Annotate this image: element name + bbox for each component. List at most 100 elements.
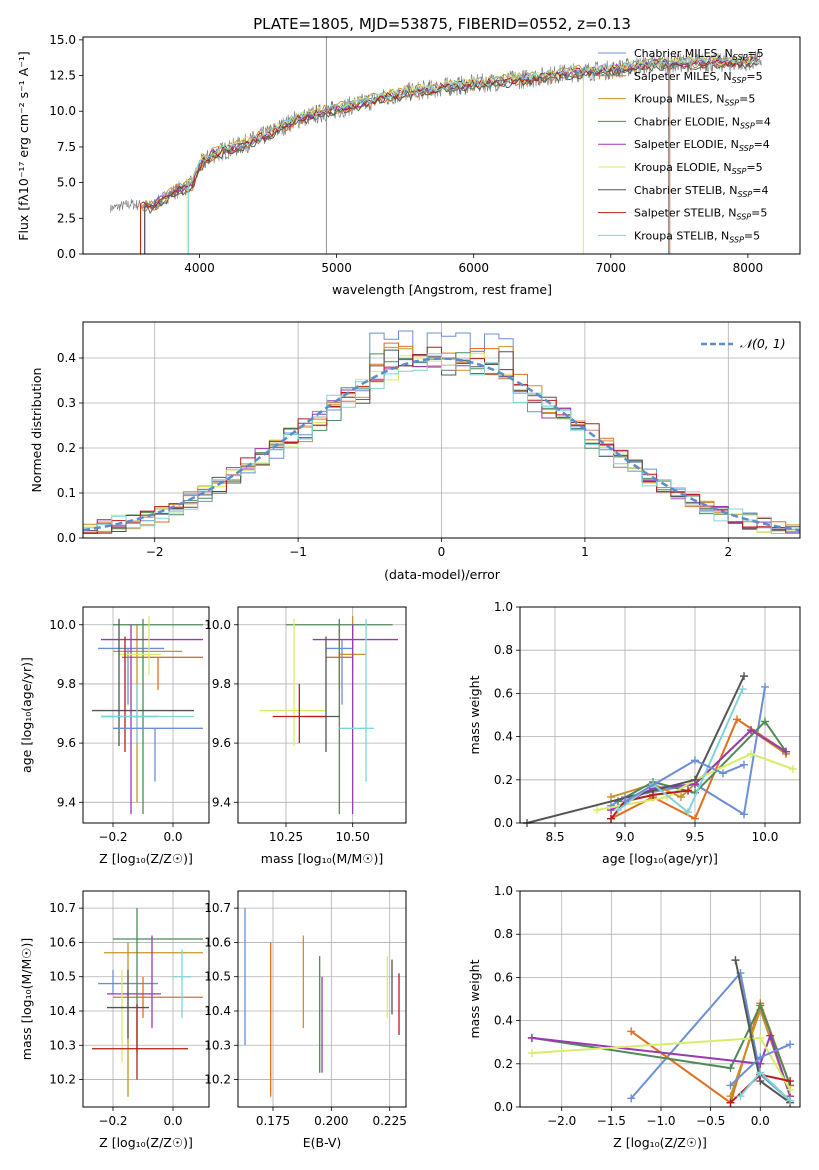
y-tick-label: 0.2 — [494, 773, 513, 787]
y-axis-label: mass [log₁₀(M/M☉)] — [19, 938, 34, 1060]
y-tick-label: 0.0 — [57, 531, 76, 545]
y-tick-label: 10.0 — [49, 618, 76, 632]
mass-weight-marker — [756, 1068, 765, 1077]
y-tick-label: 0.4 — [494, 730, 513, 744]
mass-weight-line — [531, 1032, 792, 1097]
mass-weight-marker — [736, 1092, 745, 1101]
legend-label: Kroupa STELIB, NSSP=5 — [634, 229, 760, 244]
mass-weight-marker — [747, 749, 755, 758]
axes-frame — [82, 890, 210, 1108]
mass-weight-marker — [740, 810, 748, 819]
model-spectrum-line — [144, 56, 760, 254]
y-tick-label: 9.6 — [57, 736, 76, 750]
mass-weight-marker — [607, 793, 615, 802]
mass-weight-line — [531, 1002, 792, 1086]
x-tick-label: −2 — [146, 545, 164, 559]
mass-weight-marker — [684, 786, 692, 795]
mass-weight-marker — [726, 1098, 735, 1107]
x-tick-label: 10.25 — [269, 830, 303, 844]
y-tick-label: 0.6 — [494, 970, 513, 984]
age-vs-Z-panel: −0.2 0.0 9.4 9.6 9.8 10.0 — [49, 606, 210, 844]
axes-frame — [519, 606, 801, 824]
x-axis-label: age [log₁₀(age/yr)] — [602, 851, 718, 866]
mass-weight-marker — [786, 1077, 795, 1086]
x-axis-label: Z [log₁₀(Z/Z☉)] — [613, 1135, 707, 1150]
x-axis-label: (data-model)/error — [384, 567, 501, 582]
legend-label-tail: =5 — [747, 47, 763, 60]
mass-weight-marker — [756, 1001, 765, 1010]
legend-label-sub: SSP — [738, 190, 753, 199]
y-tick-label: 0.2 — [494, 1057, 513, 1071]
normal-legend-label: 𝒩(0, 1) — [740, 336, 786, 351]
mass-vs-Z-panel: −0.2 0.0 10.2 10.3 10.4 10.5 10.6 10.7 — [49, 890, 210, 1128]
mass-weight-marker — [761, 682, 769, 691]
y-axis-label: mass weight — [467, 959, 482, 1038]
x-tick-label: −0.2 — [98, 830, 127, 844]
legend-label-tail: =5 — [744, 229, 760, 242]
x-tick-label: −0.5 — [696, 1114, 725, 1128]
x-tick-label: 0.0 — [163, 1114, 182, 1128]
mass-weight-marker — [731, 956, 740, 965]
mass-weight-marker — [527, 1049, 536, 1057]
legend-label-tail: =5 — [739, 93, 755, 106]
legend-label: Chabrier MILES, NSSP=5 — [634, 47, 764, 62]
y-tick-label: 10.2 — [204, 1073, 231, 1087]
y-tick-label: 10.2 — [49, 1073, 76, 1087]
mass-weight-marker — [527, 1033, 536, 1042]
x-axis-label: Z [log₁₀(Z/Z☉)] — [99, 851, 193, 866]
x-tick-label: 9.0 — [615, 830, 634, 844]
axes-frame — [82, 36, 801, 255]
legend-label-tail: =5 — [751, 207, 767, 220]
y-tick-label: 0.0 — [494, 1100, 513, 1114]
legend-label-main: Chabrier MILES, N — [634, 47, 733, 60]
x-tick-label: 5000 — [321, 261, 352, 275]
mass-weight-marker — [747, 726, 755, 735]
y-tick-label: 7.5 — [57, 140, 76, 154]
y-tick-label: 9.4 — [57, 795, 76, 809]
legend-label-sub: SSP — [739, 144, 754, 153]
residual-histogram — [83, 353, 800, 534]
massweight-vs-age-panel: 8.5 9.0 9.5 10.0 0.0 0.2 0.4 0.6 0.8 1.0 — [494, 600, 801, 844]
x-tick-label: 7000 — [596, 261, 627, 275]
mass-weight-marker — [756, 1033, 765, 1042]
mass-weight-marker — [621, 797, 629, 806]
mass-weight-marker — [614, 806, 622, 815]
axes-frame — [237, 890, 407, 1108]
age-vs-mass-panel: 10.25 10.50 9.4 9.6 9.8 10.0 — [204, 606, 407, 844]
mass-weight-marker — [627, 1027, 636, 1036]
mass-weight-marker — [740, 672, 748, 681]
y-tick-label: 0.6 — [494, 686, 513, 700]
y-tick-label: 0.8 — [494, 643, 513, 657]
residual-histogram — [83, 330, 800, 534]
x-tick-label: 10.0 — [752, 830, 779, 844]
legend-label-tail: =4 — [754, 138, 770, 151]
mass-weight-marker — [740, 760, 748, 769]
y-tick-label: 0.0 — [494, 816, 513, 830]
x-tick-label: −2.0 — [547, 1114, 576, 1128]
mass-weight-marker — [726, 1081, 735, 1090]
mass-weight-marker — [756, 1053, 765, 1062]
y-tick-label: 9.8 — [57, 677, 76, 691]
y-tick-label: 10.7 — [49, 901, 76, 915]
mass-weight-marker — [677, 793, 685, 802]
legend-label-sub: SSP — [732, 167, 747, 176]
model-spectrum-line — [144, 60, 760, 254]
x-tick-label: 1 — [581, 545, 589, 559]
mass-weight-marker — [782, 747, 790, 756]
legend-label-main: Salpeter MILES, N — [634, 70, 732, 83]
x-tick-label: −1.0 — [646, 1114, 675, 1128]
spectrum-panel: 4000 5000 6000 7000 8000 0.0 2.5 5.0 7.5 10.0 12.5… — [49, 33, 801, 275]
x-tick-label: −1 — [289, 545, 307, 559]
legend-label-main: Salpeter ELODIE, N — [634, 138, 739, 151]
y-tick-label: 9.6 — [212, 736, 231, 750]
legend-label-main: Kroupa ELODIE, N — [634, 161, 732, 174]
legend-label-tail: =4 — [755, 115, 771, 128]
mass-weight-marker — [627, 1094, 636, 1103]
axes-frame — [237, 606, 407, 824]
y-tick-label: 10.7 — [204, 901, 231, 915]
x-tick-label: 8000 — [733, 261, 764, 275]
y-tick-label: 1.0 — [494, 600, 513, 614]
figure-title: PLATE=1805, MJD=53875, FIBERID=0552, z=0… — [253, 15, 631, 33]
axes-frame — [519, 890, 801, 1108]
mass-weight-marker — [607, 814, 615, 823]
